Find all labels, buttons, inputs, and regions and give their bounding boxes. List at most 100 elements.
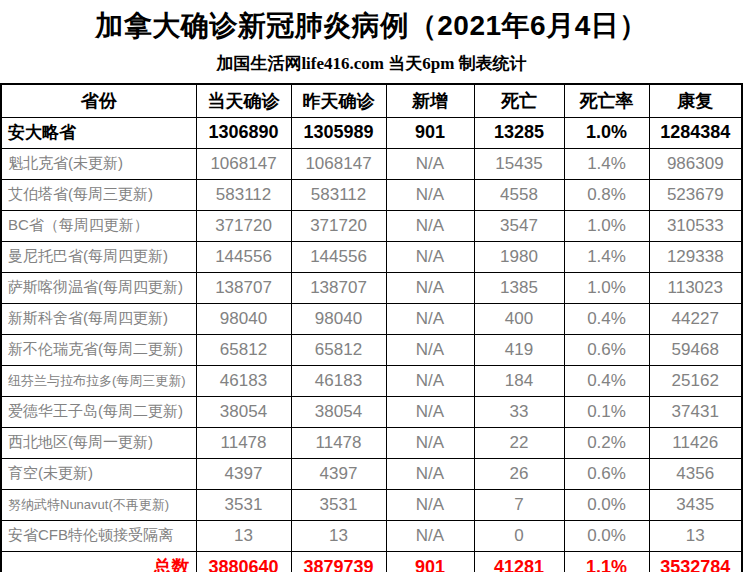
table-row: 艾伯塔省(每周三更新)583112583112N/A45580.8%523679 (1, 179, 742, 210)
table-row: 爱德华王子岛(每周二更新)3805438054N/A330.1%37431 (1, 396, 742, 427)
cell-recovered: 1284384 (649, 117, 742, 148)
cell-deaths: 0 (474, 520, 564, 551)
cell-new-cases: N/A (386, 272, 474, 303)
col-header-province: 省份 (1, 84, 196, 117)
cell-death-rate: 1.4% (564, 148, 649, 179)
cell-new-cases: N/A (386, 365, 474, 396)
cell-deaths: 22 (474, 427, 564, 458)
cell-deaths: 419 (474, 334, 564, 365)
cell-yesterday-confirmed: 13 (291, 520, 386, 551)
cell-death-rate: 0.4% (564, 303, 649, 334)
table-row: 萨斯喀彻温省(每周四更新)138707138707N/A13851.0%1130… (1, 272, 742, 303)
cell-today-confirmed: 38054 (196, 396, 291, 427)
col-header-today-confirmed: 当天确诊 (196, 84, 291, 117)
cell-recovered: 11426 (649, 427, 742, 458)
cell-deaths: 13285 (474, 117, 564, 148)
cell-province: 努纳武特Nunavut(不再更新) (1, 489, 196, 520)
cell-recovered: 44227 (649, 303, 742, 334)
page-subtitle: 加国生活网life416.com 当天6pm 制表统计 (0, 52, 743, 75)
col-header-deaths: 死亡 (474, 84, 564, 117)
total-deaths: 41281 (474, 551, 564, 572)
cell-recovered: 129338 (649, 241, 742, 272)
cell-death-rate: 0.1% (564, 396, 649, 427)
cell-yesterday-confirmed: 4397 (291, 458, 386, 489)
cell-today-confirmed: 98040 (196, 303, 291, 334)
col-header-yesterday-confirmed: 昨天确诊 (291, 84, 386, 117)
covid-cases-table: 省份当天确诊昨天确诊新增死亡死亡率康复 安大略省1306890130598990… (0, 83, 743, 572)
total-province: 总数 (1, 551, 196, 572)
cell-yesterday-confirmed: 46183 (291, 365, 386, 396)
col-header-new-cases: 新增 (386, 84, 474, 117)
cell-death-rate: 0.6% (564, 334, 649, 365)
cell-new-cases: N/A (386, 396, 474, 427)
cell-deaths: 1980 (474, 241, 564, 272)
cell-deaths: 26 (474, 458, 564, 489)
cell-deaths: 1385 (474, 272, 564, 303)
cell-death-rate: 0.8% (564, 179, 649, 210)
cell-today-confirmed: 144556 (196, 241, 291, 272)
cell-yesterday-confirmed: 371720 (291, 210, 386, 241)
cell-today-confirmed: 3531 (196, 489, 291, 520)
cell-today-confirmed: 46183 (196, 365, 291, 396)
cell-new-cases: N/A (386, 241, 474, 272)
total-new-cases: 901 (386, 551, 474, 572)
cell-yesterday-confirmed: 144556 (291, 241, 386, 272)
total-today-confirmed: 3880640 (196, 551, 291, 572)
cell-yesterday-confirmed: 583112 (291, 179, 386, 210)
table-total-row: 总数38806403879739901412811.1%3532784 (1, 551, 742, 572)
cell-new-cases: N/A (386, 427, 474, 458)
cell-deaths: 4558 (474, 179, 564, 210)
cell-recovered: 13 (649, 520, 742, 551)
cell-death-rate: 0.6% (564, 458, 649, 489)
cell-deaths: 184 (474, 365, 564, 396)
cell-yesterday-confirmed: 3531 (291, 489, 386, 520)
cell-new-cases: N/A (386, 148, 474, 179)
cell-yesterday-confirmed: 65812 (291, 334, 386, 365)
cell-recovered: 113023 (649, 272, 742, 303)
cell-today-confirmed: 371720 (196, 210, 291, 241)
cell-recovered: 986309 (649, 148, 742, 179)
cell-new-cases: N/A (386, 303, 474, 334)
cell-death-rate: 1.0% (564, 210, 649, 241)
cell-new-cases: N/A (386, 334, 474, 365)
cell-yesterday-confirmed: 98040 (291, 303, 386, 334)
table-row: BC省（每周四更新）371720371720N/A35471.0%310533 (1, 210, 742, 241)
cell-today-confirmed: 4397 (196, 458, 291, 489)
cell-province: 新不伦瑞克省(每周二更新) (1, 334, 196, 365)
cell-province: 安大略省 (1, 117, 196, 148)
cell-recovered: 4356 (649, 458, 742, 489)
cell-yesterday-confirmed: 38054 (291, 396, 386, 427)
cell-new-cases: 901 (386, 117, 474, 148)
cell-province: 爱德华王子岛(每周二更新) (1, 396, 196, 427)
cell-today-confirmed: 13 (196, 520, 291, 551)
table-row: 曼尼托巴省(每周四更新)144556144556N/A19801.4%12933… (1, 241, 742, 272)
table-row: 安大略省13068901305989901132851.0%1284384 (1, 117, 742, 148)
cell-deaths: 400 (474, 303, 564, 334)
cell-province: 纽芬兰与拉布拉多(每周三更新) (1, 365, 196, 396)
cell-new-cases: N/A (386, 458, 474, 489)
cell-province: 育空(未更新) (1, 458, 196, 489)
cell-province: 新斯科舍省(每周四更新) (1, 303, 196, 334)
cell-province: 西北地区(每周一更新) (1, 427, 196, 458)
cell-province: 萨斯喀彻温省(每周四更新) (1, 272, 196, 303)
table-row: 新斯科舍省(每周四更新)9804098040N/A4000.4%44227 (1, 303, 742, 334)
cell-province: 安省CFB特伦顿接受隔离 (1, 520, 196, 551)
cell-today-confirmed: 1068147 (196, 148, 291, 179)
cell-recovered: 523679 (649, 179, 742, 210)
table-row: 纽芬兰与拉布拉多(每周三更新)4618346183N/A1840.4%25162 (1, 365, 742, 396)
table-body: 安大略省13068901305989901132851.0%1284384魁北克… (1, 117, 742, 551)
cell-province: BC省（每周四更新） (1, 210, 196, 241)
cell-deaths: 33 (474, 396, 564, 427)
cell-today-confirmed: 65812 (196, 334, 291, 365)
cell-deaths: 7 (474, 489, 564, 520)
cell-death-rate: 0.2% (564, 427, 649, 458)
cell-recovered: 310533 (649, 210, 742, 241)
cell-yesterday-confirmed: 138707 (291, 272, 386, 303)
cell-death-rate: 0.0% (564, 520, 649, 551)
col-header-death-rate: 死亡率 (564, 84, 649, 117)
cell-new-cases: N/A (386, 489, 474, 520)
cell-new-cases: N/A (386, 179, 474, 210)
cell-yesterday-confirmed: 1305989 (291, 117, 386, 148)
cell-recovered: 3435 (649, 489, 742, 520)
cell-deaths: 3547 (474, 210, 564, 241)
